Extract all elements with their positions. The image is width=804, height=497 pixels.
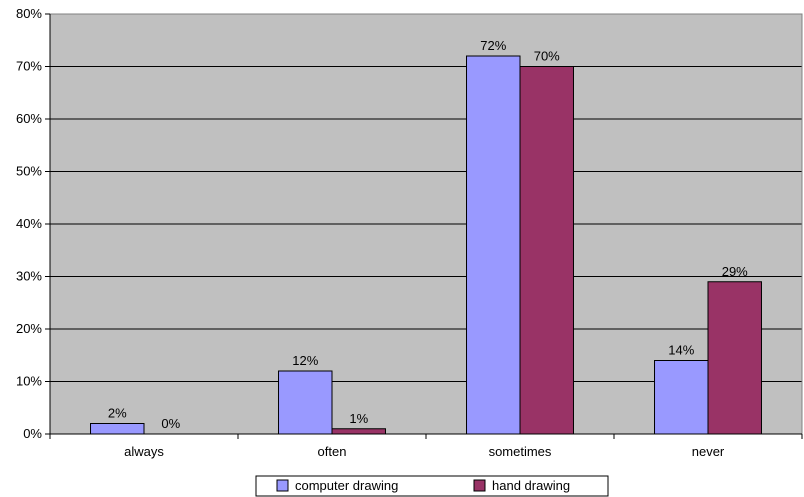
x-axis-ticks: always often sometimes never	[49, 434, 803, 459]
data-label-hand-drawing-often: 1%	[349, 411, 368, 426]
y-tick-label-80: 80%	[16, 6, 42, 21]
data-label-computer-drawing-often: 12%	[292, 353, 318, 368]
y-tick-label-40: 40%	[16, 216, 42, 231]
bar-hand-drawing-often	[331, 428, 386, 435]
y-tick-label-60: 60%	[16, 111, 42, 126]
y-tick-label-50: 50%	[16, 164, 42, 179]
bar-computer-drawing-often	[278, 370, 333, 435]
data-labels: 2% 0% 12% 1% 72% 70% 14% 29%	[108, 38, 748, 431]
bar-hand-drawing-sometimes	[519, 66, 574, 435]
x-tick-label-often: often	[318, 444, 347, 459]
data-label-computer-drawing-never: 14%	[668, 343, 694, 358]
y-tick-label-30: 30%	[16, 269, 42, 284]
bar-computer-drawing-never	[654, 360, 709, 435]
data-label-computer-drawing-sometimes: 72%	[480, 38, 506, 53]
legend-swatch-computer-drawing	[276, 479, 289, 492]
x-tick-label-never: never	[692, 444, 725, 459]
data-label-hand-drawing-always: 0%	[161, 416, 180, 431]
bar-hand-drawing-never	[707, 281, 762, 435]
y-tick-label-70: 70%	[16, 59, 42, 74]
bar-computer-drawing-sometimes	[466, 55, 521, 435]
legend: computer drawing hand drawing	[255, 475, 609, 497]
y-tick-label-10: 10%	[16, 374, 42, 389]
legend-swatch-hand-drawing	[473, 479, 486, 492]
data-label-hand-drawing-sometimes: 70%	[534, 49, 560, 64]
x-tick-label-sometimes: sometimes	[489, 444, 552, 459]
data-label-hand-drawing-never: 29%	[722, 264, 748, 279]
y-axis-ticks: 0% 10% 20% 30% 40% 50% 60% 70% 80%	[16, 6, 50, 441]
data-label-computer-drawing-always: 2%	[108, 406, 127, 421]
legend-box	[255, 475, 609, 497]
bar-computer-drawing-always	[90, 423, 145, 435]
x-tick-label-always: always	[124, 444, 164, 459]
legend-label-hand-drawing: hand drawing	[492, 478, 570, 493]
y-tick-label-0: 0%	[23, 426, 42, 441]
y-tick-label-20: 20%	[16, 321, 42, 336]
legend-label-computer-drawing: computer drawing	[295, 478, 398, 493]
